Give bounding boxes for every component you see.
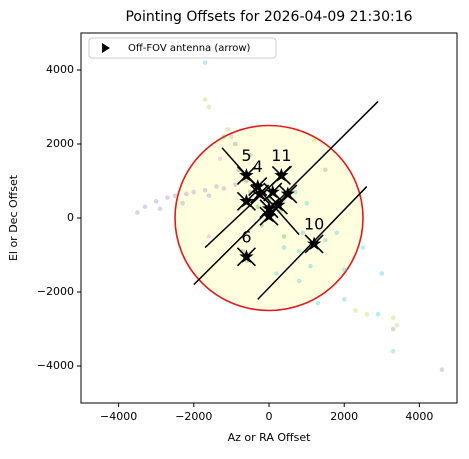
y-tick-label: 2000 (46, 137, 74, 150)
y-tick-label: 0 (67, 211, 74, 224)
point (364, 311, 370, 317)
point (255, 204, 261, 210)
point (274, 271, 279, 276)
point (157, 206, 163, 212)
y-tick-label: −4000 (37, 359, 74, 372)
point (308, 263, 313, 269)
point (247, 152, 253, 158)
point (390, 348, 396, 354)
x-tick-label: −2000 (175, 410, 212, 423)
point (281, 234, 287, 239)
point (180, 200, 185, 206)
x-marker (268, 195, 288, 215)
point (221, 134, 227, 139)
point (229, 134, 234, 139)
x-tick-label: −4000 (100, 410, 137, 423)
x-axis-label: Az or RA Offset (228, 431, 311, 444)
point (135, 210, 140, 215)
x-marker (278, 184, 298, 204)
legend-label: Off-FOV antenna (arrow) (128, 43, 251, 54)
point (225, 126, 230, 132)
point (172, 193, 178, 199)
point (296, 249, 302, 254)
point (183, 191, 189, 197)
x-marker (304, 234, 324, 254)
point (244, 178, 249, 184)
point (191, 189, 197, 195)
x-marker (236, 191, 257, 211)
y-axis-label: El or Dec Offset (7, 174, 20, 261)
x-marker (250, 184, 270, 204)
chart-title: Pointing Offsets for 2026-04-09 21:30:16 (125, 9, 412, 25)
point (341, 297, 347, 302)
point (390, 326, 396, 332)
x-tick-label: 2000 (330, 410, 358, 423)
point (390, 315, 396, 321)
point (202, 97, 208, 102)
point (375, 311, 381, 317)
point (334, 230, 339, 236)
point (293, 189, 298, 195)
legend-marker (102, 43, 110, 53)
point (394, 323, 400, 328)
point (379, 271, 385, 276)
legend-box (88, 37, 277, 59)
star-label: 6 (241, 227, 251, 246)
point (165, 195, 170, 200)
x-tick-label: 4000 (405, 410, 433, 423)
point (311, 138, 317, 143)
x-tick-label: 0 (266, 410, 273, 423)
point (202, 60, 208, 65)
star-label: 11 (271, 146, 291, 165)
x-marker (271, 165, 291, 186)
point (360, 245, 366, 250)
star-label: 10 (304, 214, 324, 233)
point (232, 182, 238, 187)
point (221, 186, 227, 191)
point (206, 104, 212, 110)
y-tick-label: 4000 (46, 63, 74, 76)
y-tick-label: −2000 (37, 285, 74, 298)
point (296, 278, 302, 284)
point (439, 367, 445, 373)
point (353, 308, 358, 313)
x-marker (236, 247, 257, 267)
point (341, 267, 347, 273)
point (323, 237, 328, 243)
point (315, 300, 321, 306)
point (206, 234, 212, 239)
point (232, 141, 238, 147)
point (202, 187, 208, 193)
star-label: 5 (241, 146, 251, 165)
point (304, 200, 309, 206)
point (142, 204, 148, 210)
point (300, 230, 306, 236)
point (153, 199, 159, 204)
point (206, 193, 212, 199)
star-label: 4 (253, 157, 263, 176)
point (217, 156, 223, 162)
point (281, 245, 287, 250)
point (214, 184, 219, 189)
point (323, 167, 328, 173)
